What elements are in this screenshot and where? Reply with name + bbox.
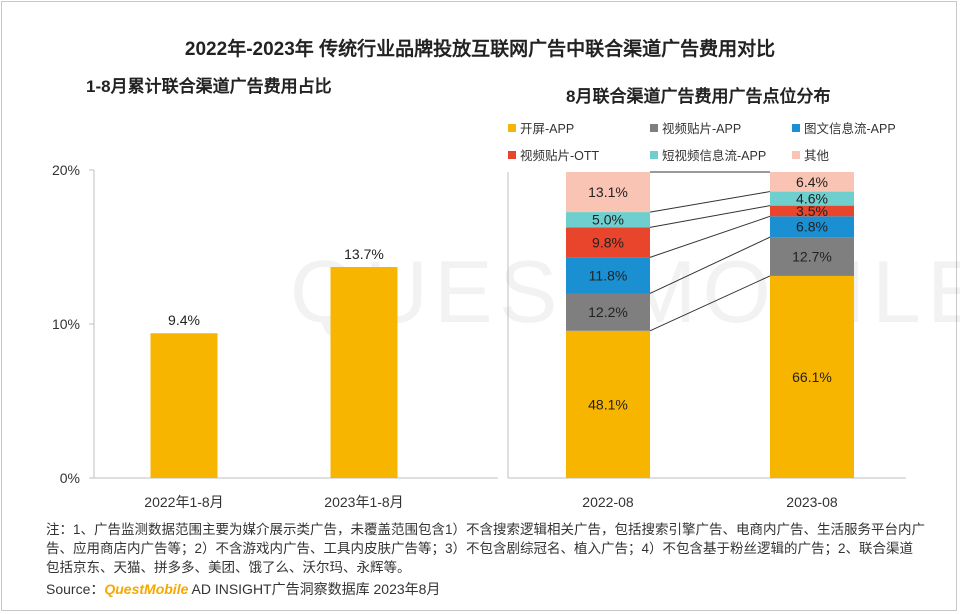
- left-chart-title: 1-8月累计联合渠道广告费用占比: [86, 77, 332, 96]
- legend-item: 视频贴片-OTT: [508, 145, 650, 164]
- x-tick-label: 2022-08: [582, 494, 634, 510]
- legend-label: 视频贴片-OTT: [520, 149, 600, 163]
- footnote: 注：1、广告监测数据范围主要为媒介展示类广告，未覆盖范围包含1）不含搜索逻辑相关…: [46, 522, 926, 575]
- left-bar-chart: 0% 10% 20% 9.4% 2022年1-8月 13.7% 2023年1-8月: [52, 162, 498, 510]
- legend-swatch: [650, 123, 658, 132]
- stacked-segment: [566, 257, 650, 294]
- segment-value-label: 6.8%: [796, 219, 828, 235]
- stacked-segment: [566, 212, 650, 228]
- legend: 开屏-APP 视频贴片-APP 图文信息流-APP 视频贴片-OTT 短视频信息流-AP…: [508, 118, 948, 164]
- legend-item: 开屏-APP: [508, 118, 650, 137]
- legend-swatch: [792, 123, 800, 132]
- connector-line: [649, 275, 771, 332]
- connector-line: [649, 191, 771, 213]
- source-prefix: Source：: [46, 581, 105, 597]
- x-tick-label: 2022年1-8月: [144, 494, 223, 510]
- source-suffix: AD INSIGHT广告洞察数据库 2023年8月: [188, 581, 441, 597]
- right-chart-title: 8月联合渠道广告费用广告点位分布: [566, 87, 831, 106]
- legend-swatch: [792, 150, 800, 159]
- main-title: 2022年-2023年 传统行业品牌投放互联网广告中联合渠道广告费用对比: [184, 39, 776, 60]
- segment-value-label: 3.5%: [796, 203, 828, 219]
- stacked-segment: [770, 205, 854, 217]
- segment-value-label: 11.8%: [589, 267, 628, 283]
- x-tick-label: 2023年1-8月: [324, 494, 403, 510]
- segment-value-label: 12.7%: [792, 249, 832, 265]
- segment-value-label: 66.1%: [792, 369, 832, 385]
- legend-swatch: [508, 150, 516, 159]
- bar: [150, 333, 218, 478]
- legend-item: 视频贴片-APP: [650, 118, 792, 137]
- connector-line: [649, 205, 771, 228]
- stacked-segment: [770, 275, 854, 478]
- bar-value-label: 9.4%: [168, 312, 200, 328]
- stacked-segment: [566, 227, 650, 258]
- segment-value-label: 12.2%: [588, 304, 628, 320]
- legend-label: 其他: [804, 149, 830, 163]
- stacked-segment: [770, 237, 854, 276]
- connector-line: [649, 215, 771, 258]
- legend-label: 图文信息流-APP: [804, 122, 896, 136]
- connector-line: [649, 236, 771, 294]
- stacked-segment: [770, 191, 854, 206]
- y-tick-label: 20%: [52, 162, 80, 178]
- segment-value-label: 6.4%: [796, 174, 828, 190]
- legend-item: 其他: [792, 145, 942, 164]
- segment-value-label: 4.6%: [796, 191, 828, 207]
- stacked-segment: [566, 293, 650, 331]
- right-stacked-chart: 48.1% 12.2% 11.8% 9.8% 5.0% 13.1% 2022-08 66.1%…: [507, 171, 906, 510]
- segment-value-label: 13.1%: [588, 184, 628, 200]
- stacked-segment: [566, 330, 650, 478]
- segment-value-label: 48.1%: [588, 396, 628, 412]
- stacked-segment: [770, 172, 854, 192]
- legend-item: 图文信息流-APP: [792, 118, 942, 137]
- legend-swatch: [650, 150, 658, 159]
- source-line: Source：QuestMobile AD INSIGHT广告洞察数据库 202…: [46, 579, 440, 599]
- bar-value-label: 13.7%: [344, 246, 384, 262]
- legend-label: 短视频信息流-APP: [662, 149, 767, 163]
- legend-item: 短视频信息流-APP: [650, 145, 792, 164]
- segment-value-label: 5.0%: [592, 212, 624, 228]
- legend-label: 视频贴片-APP: [662, 122, 742, 136]
- source-brand: QuestMobile: [104, 581, 189, 597]
- bar: [330, 267, 398, 478]
- stacked-segment: [566, 172, 650, 213]
- legend-swatch: [508, 123, 516, 132]
- legend-label: 开屏-APP: [520, 122, 575, 136]
- stacked-segment: [770, 216, 854, 238]
- segment-value-label: 9.8%: [592, 234, 624, 250]
- y-tick-label: 0%: [60, 470, 80, 486]
- x-tick-label: 2023-08: [786, 494, 838, 510]
- y-tick-label: 10%: [52, 316, 80, 332]
